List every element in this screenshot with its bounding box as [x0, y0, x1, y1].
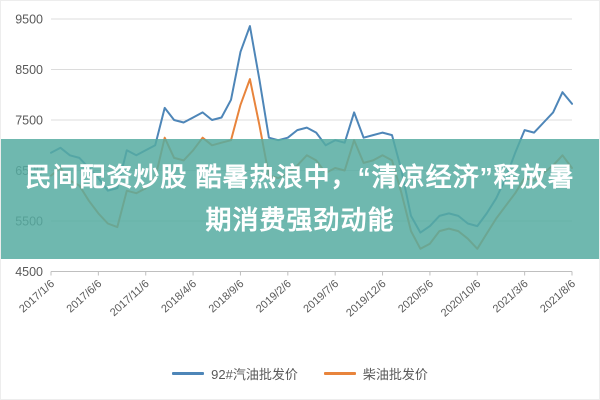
- x-tick-label-10: 2021/3/6: [491, 278, 531, 316]
- headline-line-2: 期消费强劲动能: [205, 205, 395, 235]
- x-tick-label-1: 2017/6/6: [65, 278, 105, 316]
- x-tick-label-0: 2017/1/6: [17, 278, 57, 316]
- legend-label-gasoline: 92#汽油批发价: [211, 367, 298, 382]
- legend-swatch-0: [172, 372, 205, 375]
- x-tick-label-2: 2017/11/6: [108, 278, 152, 319]
- y-tick-label-4500: 4500: [15, 265, 43, 279]
- x-tick-label-11: 2021/8/6: [538, 278, 578, 316]
- legend-item-gasoline: 92#汽油批发价: [172, 364, 298, 383]
- x-tick-label-7: 2019/12/6: [344, 278, 388, 320]
- x-tick-label-6: 2019/7/6: [301, 278, 341, 316]
- x-tick-label-8: 2020/5/6: [396, 278, 436, 316]
- x-tick-label-3: 2018/4/6: [159, 278, 199, 316]
- y-tick-label-7500: 7500: [15, 114, 43, 128]
- headline-overlay: 民间配资炒股 酷暑热浪中，“清凉经济”释放暑 期消费强劲动能: [1, 139, 599, 259]
- headline-line-1: 民间配资炒股 酷暑热浪中，“清凉经济”释放暑: [25, 162, 575, 192]
- x-tick-label-9: 2020/10/6: [439, 278, 483, 320]
- chart-legend: 92#汽油批发价 柴油批发价: [1, 364, 599, 383]
- y-tick-label-8500: 8500: [15, 63, 43, 77]
- x-tick-label-4: 2018/9/6: [207, 278, 247, 316]
- x-tick-label-5: 2019/2/6: [254, 278, 294, 316]
- legend-item-diesel: 柴油批发价: [323, 364, 428, 383]
- legend-label-diesel: 柴油批发价: [362, 367, 428, 382]
- y-tick-label-9500: 9500: [15, 13, 43, 27]
- legend-swatch-1: [323, 372, 356, 375]
